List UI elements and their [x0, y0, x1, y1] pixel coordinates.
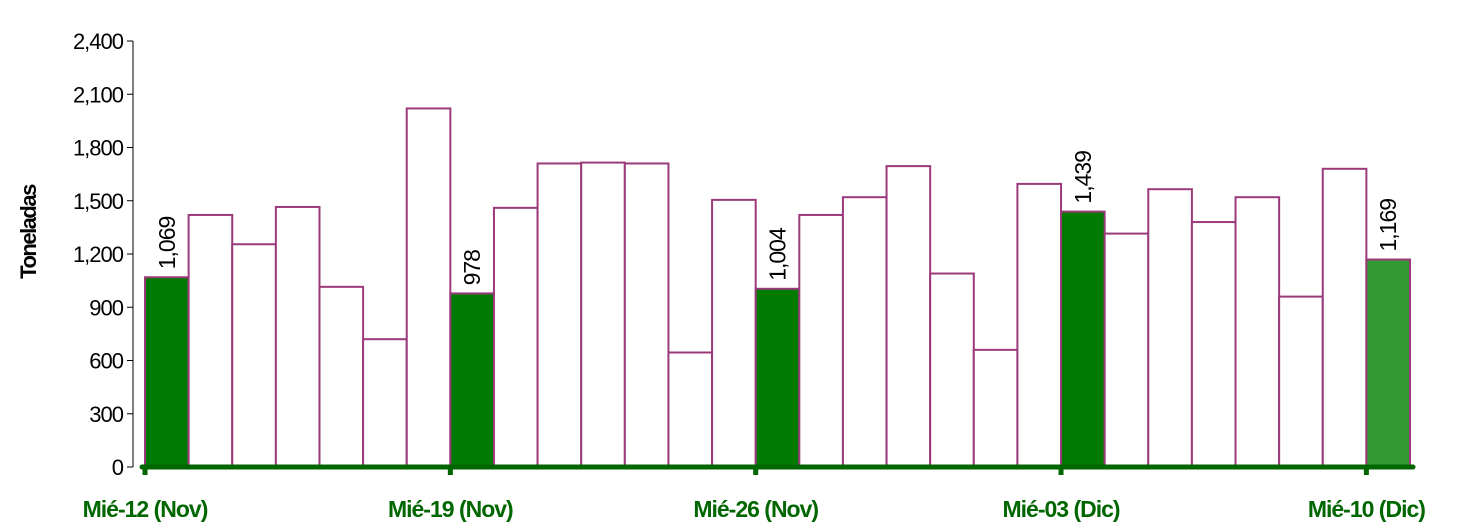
x-tick-label: Mié-03 (Dic): [1002, 496, 1119, 522]
data-label: 1,169: [1375, 199, 1401, 252]
bar: [187, 213, 234, 468]
bar: [580, 161, 626, 468]
data-label: 1,439: [1070, 151, 1096, 204]
data-label: 1,004: [765, 227, 791, 281]
bar: [1278, 295, 1324, 468]
bar-highlight: [449, 292, 495, 468]
bar: [405, 107, 452, 468]
y-axis-title: Toneladas: [16, 184, 41, 279]
bar: [711, 198, 757, 469]
y-tick-label: 300: [89, 402, 123, 427]
x-axis: Mié-12 (Nov) Mié-19 (Nov) Mié-26 (Nov) Mié-…: [83, 464, 1426, 522]
data-labels: 1,069 978 1,004 1,439 1,169: [154, 151, 1401, 286]
bar: [1321, 167, 1368, 469]
x-tick-label: Mié-12 (Nov): [83, 496, 208, 522]
bar: [362, 338, 408, 469]
bar: [231, 243, 277, 468]
bar: [623, 162, 670, 468]
x-tick-label: Mié-26 (Nov): [693, 496, 818, 522]
bar: [841, 196, 888, 468]
bars: [144, 107, 1411, 469]
bar: [972, 348, 1019, 469]
data-label: 1,069: [154, 216, 180, 269]
bar: [274, 205, 321, 468]
bar-highlight: [1365, 258, 1411, 468]
x-tick-label: Mié-10 (Dic): [1308, 496, 1425, 522]
y-tick-label: 2,100: [73, 82, 124, 107]
bar-highlight: [1060, 210, 1106, 468]
bar: [798, 213, 844, 468]
bar-highlight: [754, 287, 801, 469]
y-axis: 0 300 600 900 1,200 1,500 1,800 2,100 2,400: [73, 29, 134, 480]
bar: [1147, 188, 1193, 468]
bar: [929, 272, 975, 468]
y-tick-label: 0: [112, 455, 124, 480]
bar: [885, 165, 932, 468]
y-tick-label: 1,500: [73, 189, 124, 214]
bar: [536, 162, 583, 468]
data-label: 978: [459, 250, 485, 286]
bar: [1016, 182, 1063, 468]
x-tick-label: Mié-19 (Nov): [388, 496, 513, 522]
bar-highlight: [144, 276, 190, 468]
bar: [1234, 196, 1281, 468]
bar: [492, 206, 539, 468]
bar: [1190, 221, 1237, 468]
y-tick-label: 1,200: [73, 242, 124, 267]
bar: [667, 351, 714, 469]
y-tick-label: 600: [89, 349, 123, 374]
y-tick-label: 1,800: [73, 136, 124, 161]
y-tick-label: 900: [89, 295, 123, 320]
bar: [1103, 232, 1150, 468]
bar: [318, 285, 365, 468]
y-tick-label: 2,400: [73, 29, 124, 54]
